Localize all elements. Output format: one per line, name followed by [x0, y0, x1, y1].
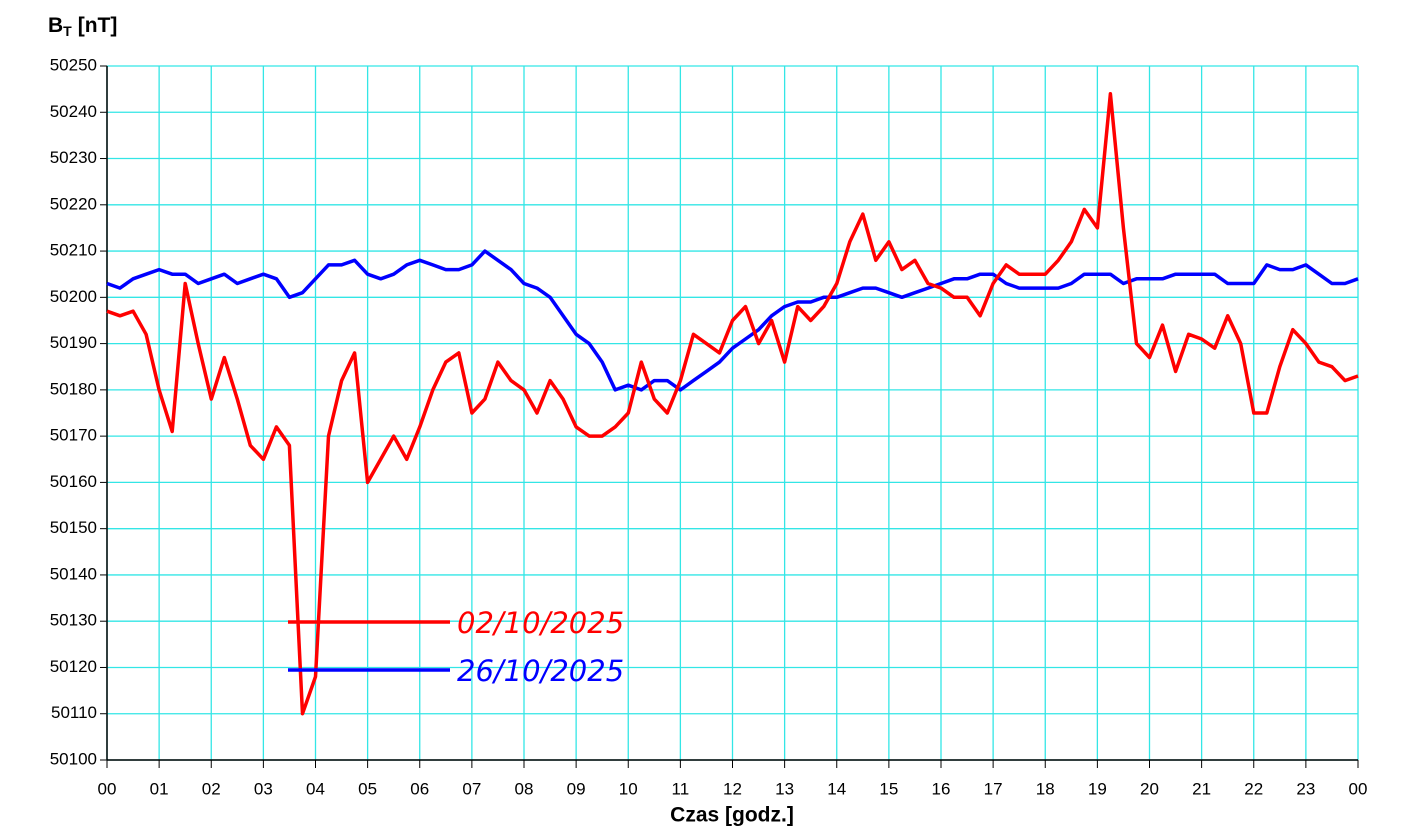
x-tick-label: 22: [1244, 779, 1263, 798]
x-tick-label: 06: [410, 779, 429, 798]
x-tick-label: 02: [202, 779, 221, 798]
y-tick-label: 50130: [50, 611, 97, 630]
x-tick-label: 00: [1349, 779, 1368, 798]
y-label-main: B: [48, 14, 63, 37]
x-tick-label: 09: [567, 779, 586, 798]
y-tick-label: 50250: [50, 55, 97, 74]
y-label-unit: [nT]: [78, 14, 118, 37]
x-tick-label: 21: [1192, 779, 1211, 798]
x-tick-label: 03: [254, 779, 273, 798]
x-tick-label: 11: [672, 779, 690, 798]
y-tick-label: 50240: [50, 102, 97, 121]
x-tick-label: 04: [306, 779, 325, 798]
x-tick-label: 18: [1036, 779, 1055, 798]
x-tick-label: 16: [932, 779, 951, 798]
y-label-sub: T: [63, 23, 72, 39]
legend-label: 02/10/2025: [457, 606, 624, 640]
y-tick-label: 50180: [50, 379, 97, 398]
x-tick-label: 15: [879, 779, 898, 798]
y-tick-label: 50230: [50, 148, 97, 167]
y-tick-label: 50220: [50, 194, 97, 213]
series-line: [106, 249, 1359, 392]
x-tick-label: 08: [515, 779, 534, 798]
y-tick-label: 50110: [51, 703, 97, 722]
y-tick-label: 50210: [50, 241, 97, 260]
x-tick-label: 00: [98, 779, 117, 798]
x-tick-label: 20: [1140, 779, 1159, 798]
x-tick-label: 23: [1296, 779, 1315, 798]
x-tick-label: 17: [984, 779, 1003, 798]
x-tick-label: 07: [462, 779, 481, 798]
x-tick-label: 01: [150, 779, 169, 798]
y-tick-label: 50150: [50, 518, 97, 537]
x-tick-label: 13: [775, 779, 794, 798]
y-tick-label: 50160: [50, 472, 97, 491]
y-tick-label: 50120: [50, 657, 97, 676]
y-tick-label: 50100: [50, 749, 97, 768]
y-axis-label: BT [nT]: [48, 14, 117, 39]
y-tick-label: 50200: [50, 287, 97, 306]
x-tick-label: 05: [358, 779, 377, 798]
x-tick-label: 10: [619, 779, 638, 798]
y-tick-label: 50170: [50, 426, 97, 445]
x-axis-label: Czas [godz.]: [670, 804, 794, 827]
y-tick-label: 50140: [50, 564, 97, 583]
x-tick-label: 19: [1088, 779, 1107, 798]
x-tick-label: 12: [723, 779, 742, 798]
series-line: [106, 92, 1359, 716]
x-tick-label: 14: [827, 779, 846, 798]
legend-label: 26/10/2025: [457, 654, 624, 688]
y-tick-label: 50190: [50, 333, 97, 352]
